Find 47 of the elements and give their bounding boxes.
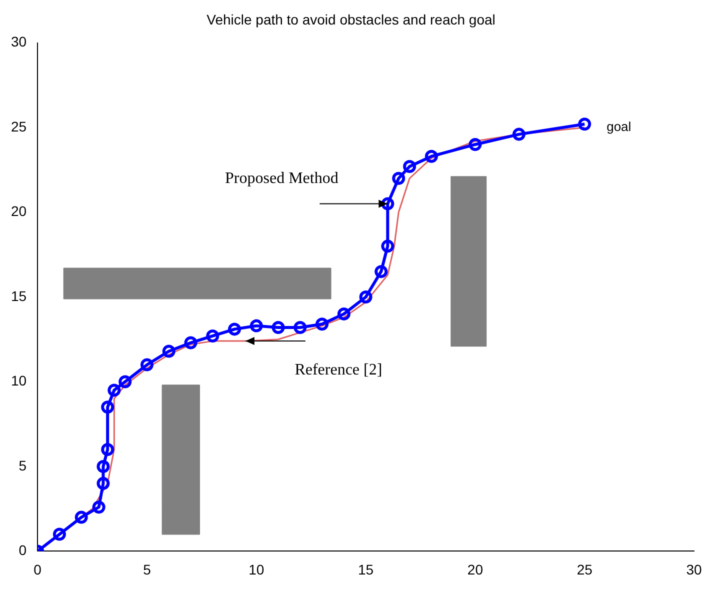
point	[359, 290, 372, 304]
y-tick-label: 25	[10, 118, 27, 134]
chart-title: Vehicle path to avoid obstacles and reach goal	[206, 11, 496, 28]
y-tick-label: 10	[10, 372, 27, 389]
y-tick-label: 20	[10, 203, 27, 220]
point	[52, 528, 66, 541]
x-tick-label: 15	[358, 561, 374, 578]
point	[101, 443, 114, 456]
point	[101, 400, 114, 414]
x-tick-label: 25	[576, 561, 593, 578]
annotation: Proposed Method	[225, 170, 338, 187]
point	[250, 319, 263, 332]
point	[184, 336, 198, 350]
point	[96, 460, 110, 473]
x-tick-label: 10	[248, 561, 264, 578]
point	[294, 321, 307, 334]
point	[403, 160, 416, 174]
point	[96, 476, 110, 490]
point	[118, 375, 132, 388]
point	[381, 197, 394, 210]
point	[392, 172, 406, 185]
point	[468, 138, 482, 151]
point	[92, 500, 106, 514]
point	[74, 510, 88, 524]
point	[162, 344, 176, 358]
x-tick-label: 5	[143, 561, 152, 578]
point	[228, 322, 241, 336]
point	[316, 318, 329, 331]
point	[108, 384, 121, 397]
x-tick-label: 30	[686, 561, 702, 578]
y-tick-label: 30	[10, 34, 27, 50]
annotation: goal	[606, 119, 632, 134]
x-tick-label: 20	[467, 561, 484, 578]
point	[140, 358, 154, 372]
annotation: Reference [2]	[294, 361, 382, 378]
point	[424, 150, 438, 163]
y-tick-label: 5	[18, 457, 27, 474]
point	[381, 240, 394, 253]
point	[512, 128, 526, 141]
y-tick-label: 0	[18, 542, 27, 558]
point	[206, 329, 220, 342]
point	[337, 307, 350, 320]
y-tick-label: 15	[10, 288, 27, 304]
point	[578, 118, 592, 131]
point	[374, 265, 388, 278]
point	[272, 321, 285, 334]
x-tick-label: 0	[34, 561, 42, 578]
